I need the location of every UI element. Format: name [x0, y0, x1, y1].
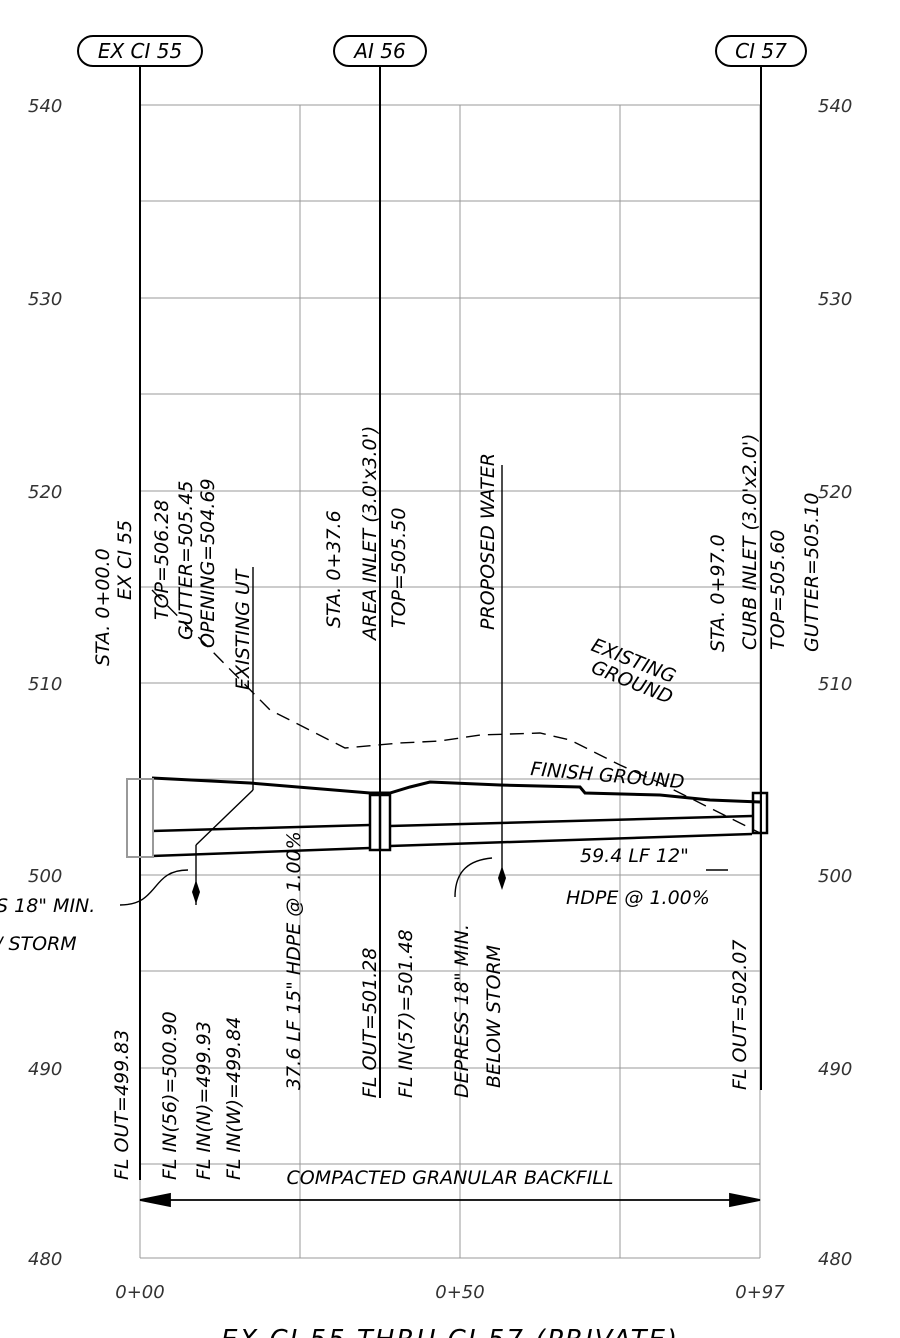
ci57-top: TOP=505.60: [767, 530, 789, 650]
finish-ground-label: FINISH GROUND: [530, 758, 686, 793]
station-label-50: 0+50: [435, 1282, 484, 1303]
pipe-2-bottom: [389, 832, 753, 848]
elev-right-490: 490: [818, 1059, 852, 1080]
structure-box-ex-ci55: [126, 778, 154, 858]
ci57-name: CURB INLET (3.0'x2.0'): [739, 434, 761, 650]
ci57-gutter: GUTTER=505.10: [801, 493, 823, 652]
elev-right-540: 540: [818, 96, 852, 117]
structure-box-ai56: [368, 793, 392, 852]
ex-ci55-top: TOP=506.28: [151, 500, 173, 620]
station-label-97: 0+97: [735, 1282, 785, 1303]
drawing-title: EX CI 55 THRU CI 57 (PRIVATE): [221, 1325, 679, 1338]
tag-ex-ci55-label: EX CI 55: [98, 39, 182, 63]
tag-ai56-label: AI 56: [352, 39, 405, 63]
ex-ci55-fl-out: FL OUT=499.83: [111, 1030, 133, 1180]
depress-right-line2: BELOW STORM: [483, 945, 505, 1088]
existing-ut-marker: [192, 880, 200, 904]
ex-ci55-fl-in-w: FL IN(W)=499.84: [223, 1017, 245, 1180]
ex-ci55-opening: OPENING=504.69: [197, 478, 219, 648]
existing-ground-line: [151, 589, 761, 834]
ai56-top: TOP=505.50: [388, 508, 410, 628]
elev-left-520: 520: [28, 482, 62, 503]
pipe-1: [151, 823, 371, 858]
proposed-water-marker: [498, 866, 506, 890]
elev-right-530: 530: [818, 289, 852, 310]
ex-ci55-gutter: GUTTER=505.45: [175, 481, 197, 640]
depress-right-line1: DEPRESS 18" MIN.: [451, 924, 473, 1098]
structure-tags: [77, 35, 807, 67]
tag-ci57-label: CI 57: [735, 39, 787, 63]
ex-ci55-name: EX CI 55: [114, 520, 136, 600]
elev-left-490: 490: [28, 1059, 62, 1080]
elev-left-510: 510: [28, 674, 62, 695]
depress-left-line1: S 18" MIN.: [0, 895, 95, 917]
pipe2-label-line1: 59.4 LF 12": [580, 845, 689, 867]
ai56-fl-in-57: FL IN(57)=501.48: [395, 929, 417, 1098]
backfill-arrow-left: [139, 1192, 171, 1208]
ai56-labels: STA. 0+37.6 AREA INLET (3.0'x3.0') TOP=5…: [323, 426, 499, 642]
pipe-2: [389, 814, 753, 848]
elev-right-480: 480: [818, 1249, 852, 1270]
ci57-labels: STA. 0+97.0 CURB INLET (3.0'x2.0') TOP=5…: [707, 434, 823, 652]
existing-ut-leader-diag: [195, 789, 254, 846]
finish-ground-line: [151, 776, 761, 804]
structure-centerlines: [139, 66, 762, 1180]
backfill-label: COMPACTED GRANULAR BACKFILL: [287, 1167, 614, 1189]
proposed-water-label: PROPOSED WATER: [477, 453, 499, 630]
pipe1-label: 37.6 LF 15" HDPE @ 1.00%: [283, 831, 305, 1090]
station-label-0: 0+00: [115, 1282, 164, 1303]
elev-left-480: 480: [28, 1249, 62, 1270]
ai56-fl-out: FL OUT=501.28: [359, 948, 381, 1098]
pipe-2-top: [389, 814, 753, 828]
ai56-station: STA. 0+37.6: [323, 510, 345, 628]
depress-right-leader: [454, 857, 493, 898]
elev-left-530: 530: [28, 289, 62, 310]
elev-left-540: 540: [28, 96, 62, 117]
structure-box-ci57: [751, 791, 769, 835]
ci57-fl-out: FL OUT=502.07: [729, 940, 751, 1090]
ex-ci55-labels: STA. 0+00.0 EX CI 55 TOP=506.28 GUTTER=5…: [92, 478, 254, 690]
elev-right-520: 520: [818, 482, 852, 503]
ex-ci55-fl-in-56: FL IN(56)=500.90: [159, 1011, 181, 1180]
ex-ci55-station: STA. 0+00.0: [92, 548, 114, 666]
elevation-labels-left: 540 530 520 510 500 490 480: [28, 96, 62, 1270]
elev-right-500: 500: [818, 866, 852, 887]
depress-left-line2: / STORM: [0, 933, 77, 955]
backfill-dimension: [139, 1192, 761, 1208]
elevation-labels-right: 540 530 520 510 500 490 480: [818, 96, 852, 1270]
existing-ut-label: EXISTING UT: [232, 568, 254, 690]
station-labels: 0+00 0+50 0+97: [115, 1282, 785, 1303]
pipe-1-top: [151, 823, 371, 833]
ci57-station: STA. 0+97.0: [707, 534, 729, 652]
backfill-arrow-right: [729, 1192, 761, 1208]
ai56-name: AREA INLET (3.0'x3.0'): [359, 426, 381, 642]
elev-right-510: 510: [818, 674, 852, 695]
pipe2-label-line2: HDPE @ 1.00%: [566, 887, 710, 909]
depress-left-leader: [119, 869, 189, 906]
elev-left-500: 500: [28, 866, 62, 887]
ex-ci55-fl-in-n: FL IN(N)=499.93: [193, 1021, 215, 1180]
pipe-1-bottom: [151, 846, 371, 858]
